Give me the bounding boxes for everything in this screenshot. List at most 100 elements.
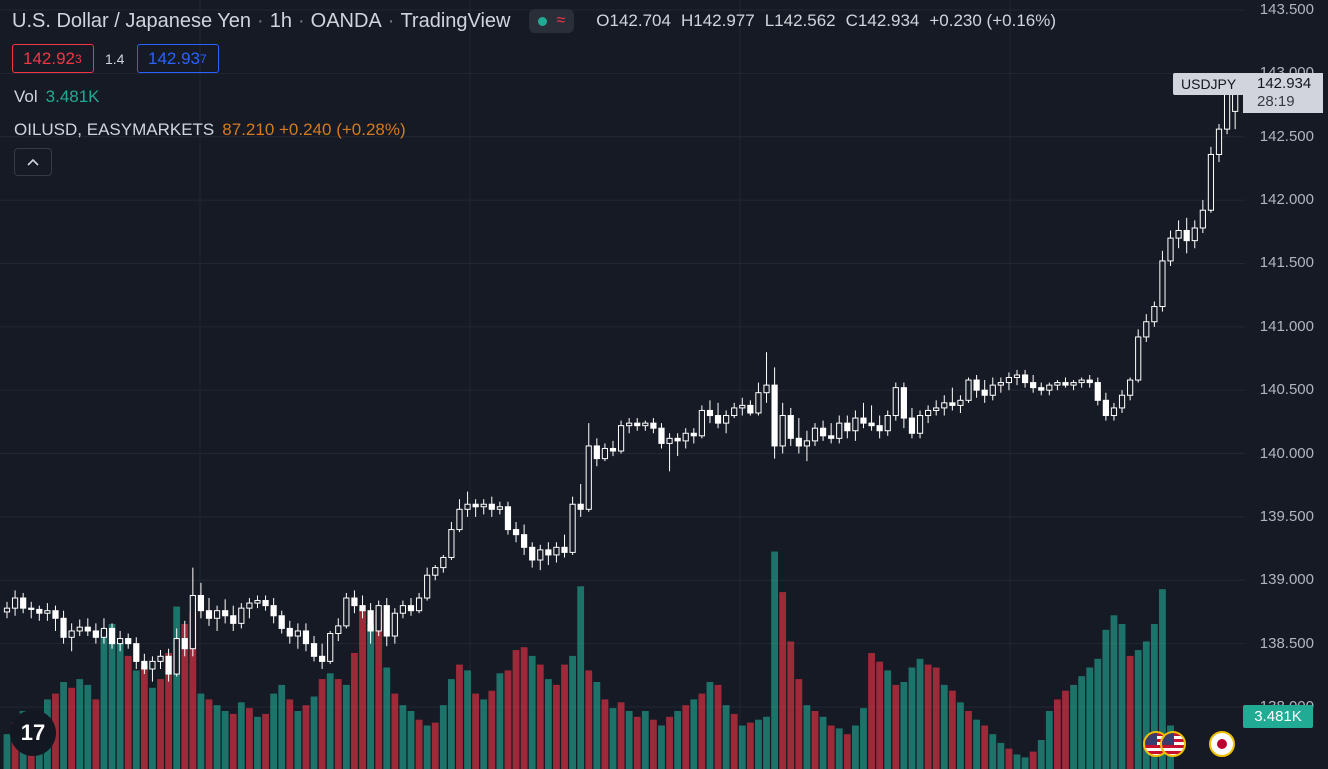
candle [488,496,495,517]
candle [399,600,407,619]
candle [723,410,730,434]
volume-bar [431,722,439,769]
candle [464,491,471,517]
candle [1199,200,1206,234]
buy-button[interactable]: 142.93 7 [137,44,219,73]
volume-bar [520,647,528,769]
volume-bar [1005,748,1013,769]
volume-legend[interactable]: Vol 3.481K [14,87,100,106]
volume-bar [254,716,261,769]
symbol-name[interactable]: U.S. Dollar / Japanese Yen [12,9,252,32]
volume-bar [997,742,1005,769]
candle [213,605,221,631]
candle [803,430,811,462]
volume-bar [835,728,843,769]
candle [609,440,617,457]
collapse-legend-button[interactable] [14,148,52,176]
candle [682,428,689,449]
candle [230,605,237,631]
candle [189,567,196,657]
volume-bar [1086,667,1094,769]
candle [92,623,99,644]
candle [181,620,188,657]
candle [440,554,447,573]
tradingview-logo-icon[interactable]: 17 [10,710,56,756]
candle [650,418,657,434]
volume-bar [294,711,302,769]
volume-bar [448,679,455,769]
candle [1110,402,1118,421]
candle [1207,146,1215,213]
volume-bar [666,716,673,769]
volume-bar [399,705,407,769]
compare-symbol-legend[interactable]: OILUSD, EASYMARKETS 87.210 +0.240 (+0.28%… [14,120,406,140]
candle [415,592,423,614]
candle [714,402,722,429]
volume-bar [1045,711,1053,769]
volume-bar [367,624,374,769]
candle [1046,382,1053,396]
candle [731,402,738,419]
candle [117,630,124,652]
volume-bar [1021,757,1029,769]
candle [108,623,116,649]
candle [658,423,665,449]
candle [480,499,487,515]
chevron-up-icon [27,158,39,166]
candle [537,544,544,571]
sell-button[interactable]: 142.92 3 [12,44,94,73]
candle [60,610,67,644]
volume-bar [3,734,11,769]
candle [270,598,277,624]
volume-bar [722,705,730,769]
spread-value: 1.4 [105,51,125,67]
candle [205,598,213,626]
ohlc-values: O142.704 H142.977 L142.562 C142.934 +0.2… [596,11,1057,30]
candle [819,420,827,441]
candle [351,590,358,614]
volume-bar [326,673,334,769]
volume-bar [342,684,350,769]
candle [965,377,972,403]
volume-bar [496,673,504,769]
candle [3,601,11,619]
candle [52,605,59,631]
market-open-dot-icon [537,16,547,26]
japan-flag-icon[interactable] [1209,731,1235,757]
volume-bar [1118,624,1126,769]
volume-bar [504,670,512,769]
volume-bar [771,551,778,769]
candle [504,501,512,535]
low-value: 142.562 [774,11,836,30]
volume-bar [60,682,67,769]
volume-bar [714,684,722,769]
volume-bar [197,693,205,769]
volume-bar [246,708,253,769]
volume-bar [92,699,100,769]
volume-bar [1054,699,1061,769]
volume-bar [108,624,116,769]
volume-bar [965,711,972,769]
volume-bar [1029,751,1037,769]
volume-bar [852,725,859,769]
volume-bar [383,667,391,769]
candle [892,382,899,421]
volume-bar [205,699,213,769]
volume-bar [310,696,318,769]
open-value: 142.704 [609,11,671,30]
candle [84,618,91,637]
candle [617,420,625,454]
volume-bar [423,725,431,769]
volume-bar [811,711,819,769]
candle [763,352,770,403]
candle [173,628,180,677]
us-flag-icon-2[interactable] [1160,731,1186,757]
volume-bar [1037,740,1045,769]
volume-bar [181,624,189,769]
interval-label[interactable]: 1h [269,9,292,32]
market-status-pill[interactable]: ≈ [528,9,575,33]
candle [876,415,883,439]
volume-bar [528,655,536,769]
candle [981,380,988,403]
